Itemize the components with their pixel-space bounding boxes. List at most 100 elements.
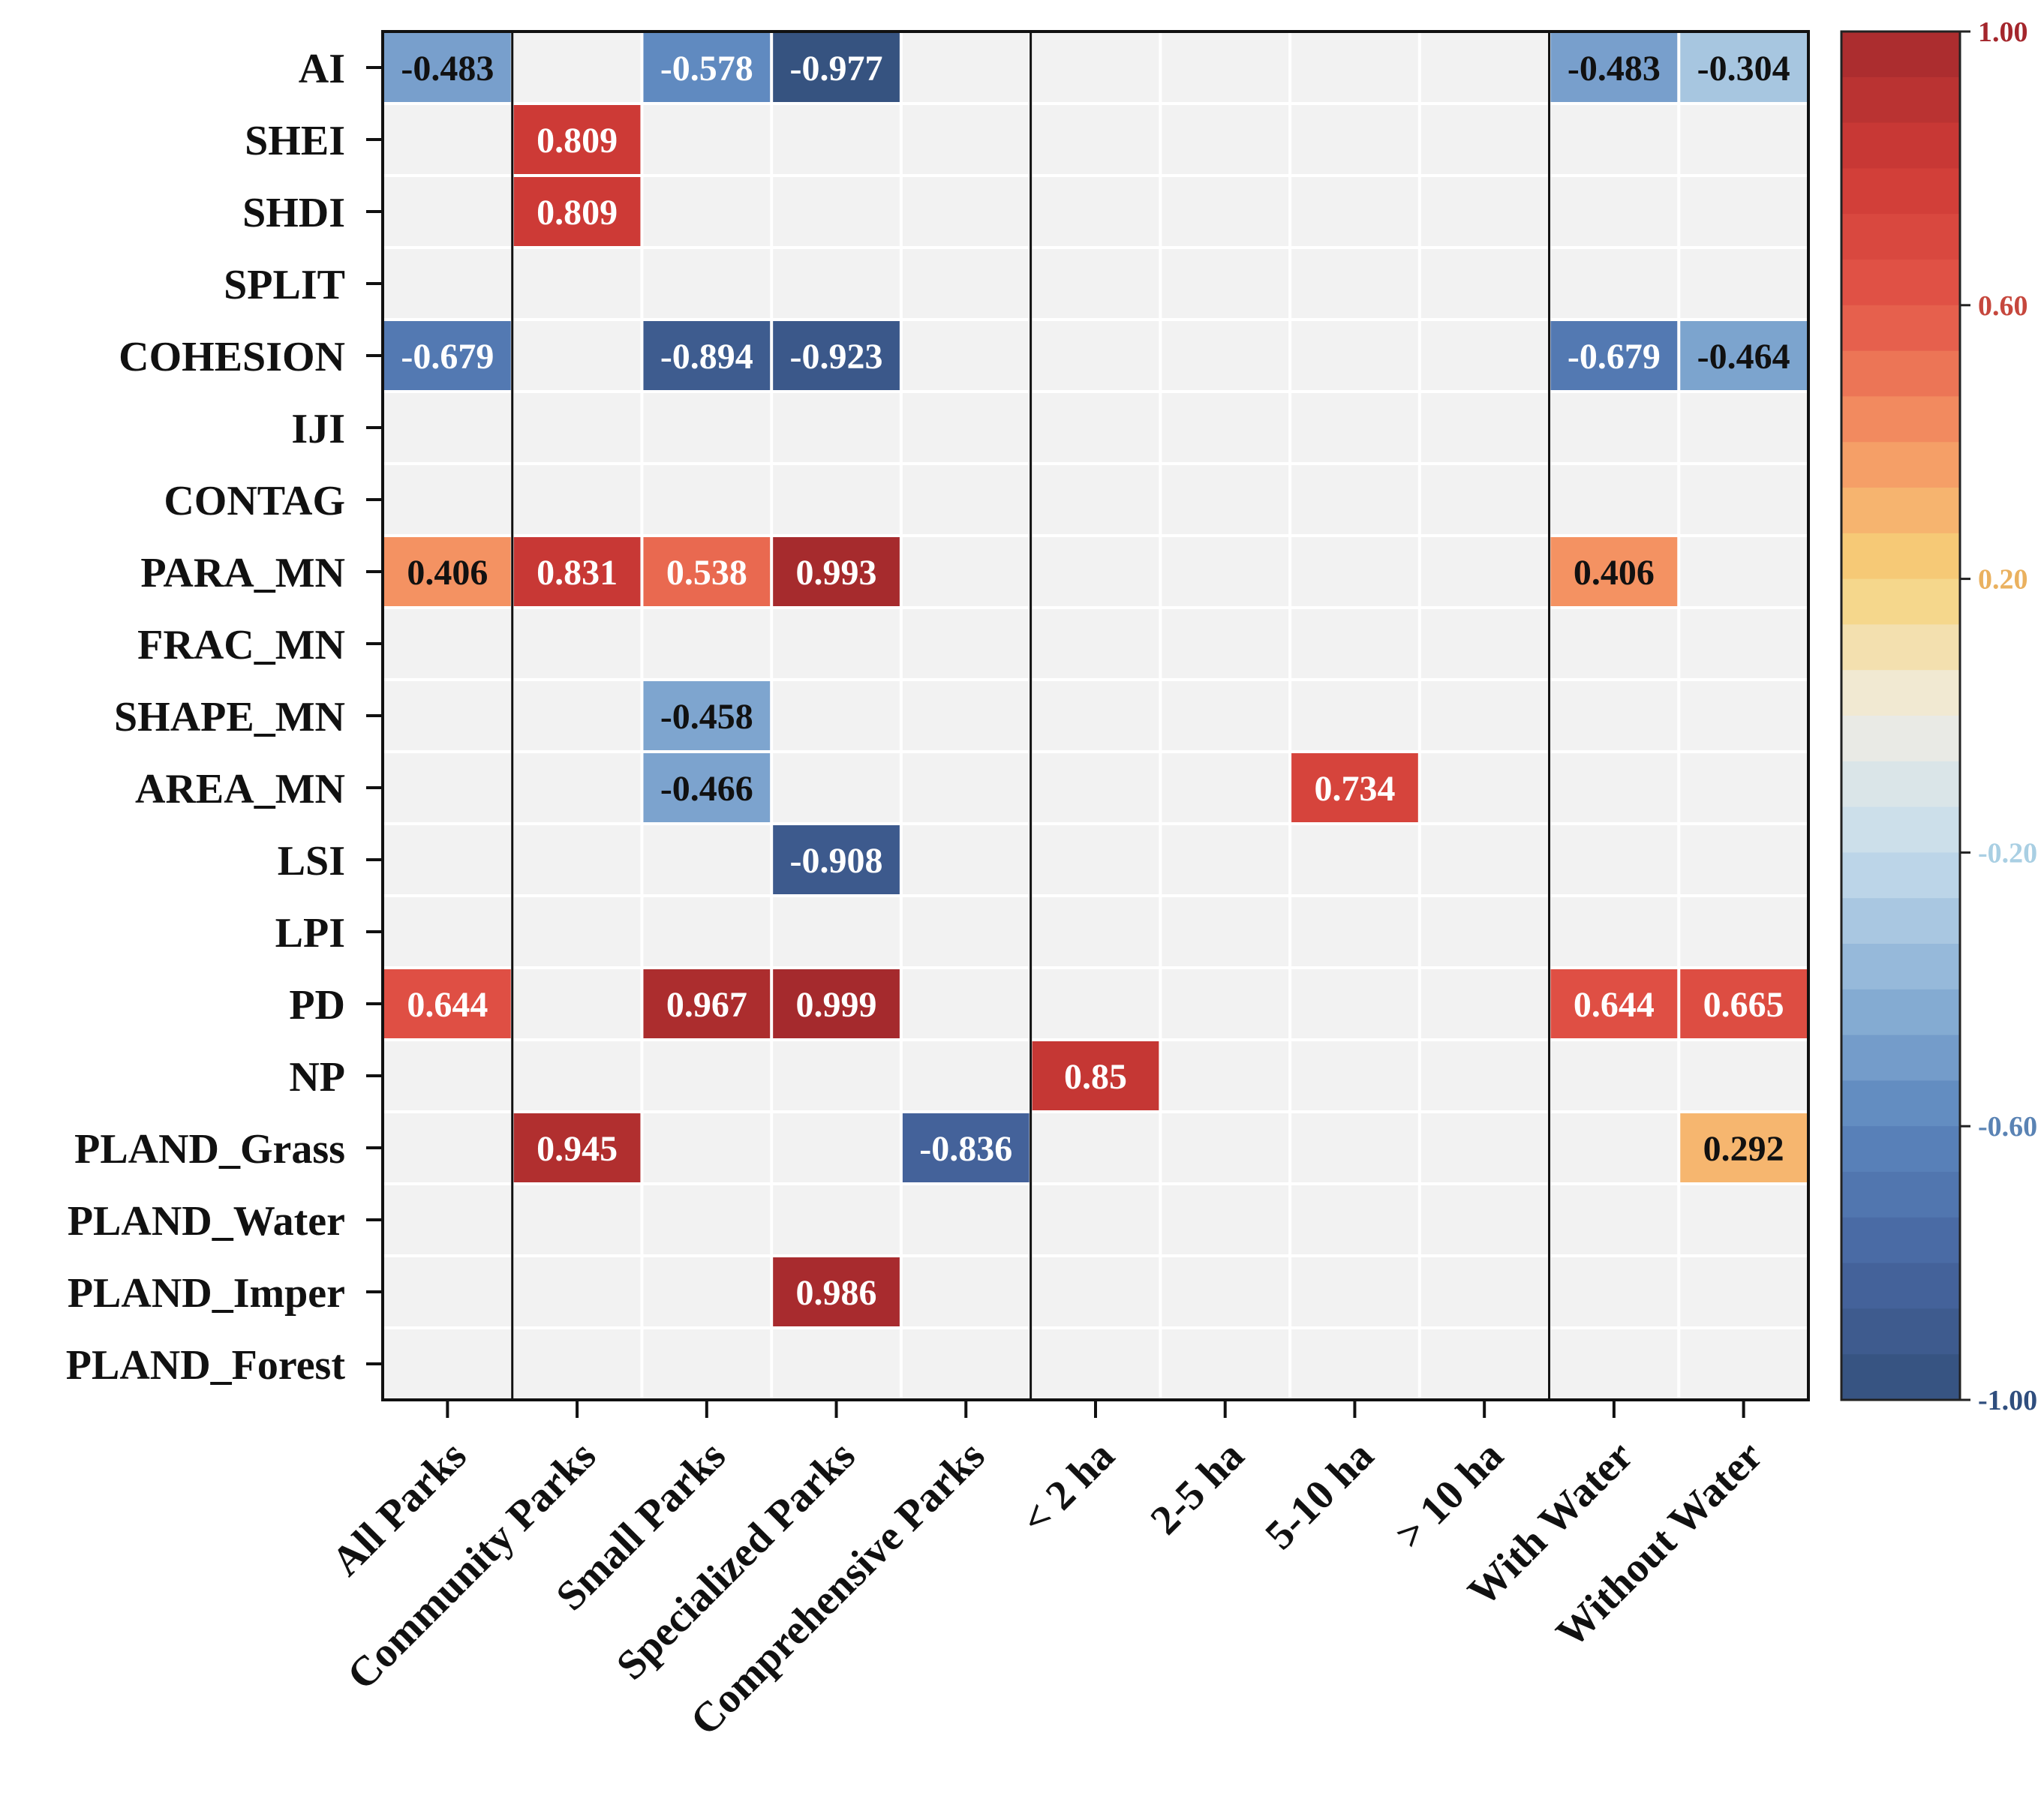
heatmap-cell	[773, 393, 900, 462]
y-tick-label: PARA_MN	[140, 550, 345, 596]
heatmap-cell	[513, 681, 641, 750]
cell-value-label: 0.831	[537, 553, 618, 593]
colorbar-band	[1841, 1354, 1960, 1401]
heatmap-cell	[1291, 1329, 1418, 1398]
colorbar-band	[1841, 168, 1960, 215]
heatmap-cell	[1550, 969, 1678, 1038]
heatmap-cell	[1550, 33, 1678, 102]
colorbar-tick-label: -0.60	[1978, 1111, 2037, 1143]
heatmap-cell	[1680, 825, 1807, 894]
heatmap-cell	[384, 321, 511, 390]
heatmap-cell	[643, 33, 771, 102]
heatmap-cell	[1291, 393, 1418, 462]
heatmap-cell	[773, 465, 900, 534]
colorbar-band	[1841, 1172, 1960, 1218]
y-axis-ticks	[366, 66, 383, 1365]
heatmap-cell	[902, 1041, 1030, 1110]
heatmap-cell	[643, 753, 771, 822]
cell-value-label: -0.483	[401, 49, 494, 89]
cell-value-label: 0.809	[537, 193, 618, 233]
colorbar	[1840, 30, 1961, 1401]
heatmap-cell	[1162, 969, 1289, 1038]
heatmap-cell	[1420, 969, 1548, 1038]
heatmap-cell	[773, 249, 900, 318]
cell-value-label: 0.967	[666, 985, 747, 1025]
heatmap-cell	[1680, 681, 1807, 750]
cell-value-label: -0.464	[1697, 337, 1790, 377]
heatmap-cell	[384, 1329, 511, 1398]
y-tick-label: SPLIT	[224, 262, 345, 308]
x-tick-label: 5-10 ha	[1256, 1432, 1382, 1558]
heatmap-cell	[1550, 105, 1678, 174]
heatmap-cell	[902, 249, 1030, 318]
colorbar-band	[1841, 1080, 1960, 1127]
cell-value-label: -0.304	[1697, 49, 1790, 89]
heatmap-cell	[1420, 1113, 1548, 1182]
heatmap-cell	[1420, 537, 1548, 606]
heatmap-cell	[1550, 825, 1678, 894]
heatmap-cell	[773, 969, 900, 1038]
colorbar-band	[1841, 806, 1960, 853]
heatmap-cell	[1032, 681, 1159, 750]
colorbar-band	[1841, 1308, 1960, 1355]
heatmap-cell	[1420, 249, 1548, 318]
heatmap-cell	[1032, 321, 1159, 390]
heatmap-cell	[1032, 1041, 1159, 1110]
heatmap-cell	[902, 609, 1030, 678]
heatmap-cell	[513, 393, 641, 462]
heatmap-cell	[1680, 969, 1807, 1038]
x-tick-label: 2-5 ha	[1142, 1432, 1253, 1543]
heatmap-cell	[384, 1113, 511, 1182]
heatmap-cell	[384, 1185, 511, 1254]
heatmap-cell	[1162, 825, 1289, 894]
heatmap-cell	[773, 1257, 900, 1326]
heatmap-cell	[1680, 1185, 1807, 1254]
cell-value-label: -0.908	[790, 841, 883, 881]
y-tick-label: CONTAG	[164, 478, 345, 524]
colorbar-band	[1841, 122, 1960, 169]
heatmap-cell	[513, 321, 641, 390]
colorbar-band	[1841, 1217, 1960, 1264]
cell-value-label: 0.986	[796, 1273, 877, 1313]
heatmap-cell	[902, 681, 1030, 750]
heatmap-cell	[902, 897, 1030, 966]
heatmap-cell	[1680, 1257, 1807, 1326]
heatmap-cell	[1162, 1257, 1289, 1326]
heatmap-cell	[1680, 177, 1807, 246]
y-tick-label: LPI	[275, 910, 345, 957]
heatmap-cell	[513, 249, 641, 318]
heatmap-cell	[1420, 1329, 1548, 1398]
heatmap-cell	[1291, 1257, 1418, 1326]
heatmap-cell	[384, 465, 511, 534]
heatmap-cell	[1162, 321, 1289, 390]
heatmap-cell	[1420, 105, 1548, 174]
cell-value-label: -0.679	[1568, 337, 1661, 377]
heatmap-cell	[773, 1329, 900, 1398]
heatmap-cell	[513, 609, 641, 678]
heatmap-cell	[1550, 177, 1678, 246]
heatmap-cell	[1680, 537, 1807, 606]
heatmap-cell	[773, 681, 900, 750]
heatmap-cell	[643, 1113, 771, 1182]
heatmap-cell	[384, 393, 511, 462]
colorbar-ticks	[1960, 30, 1970, 1401]
y-tick-label: PLAND_Water	[68, 1198, 345, 1245]
heatmap-cell	[1680, 465, 1807, 534]
heatmap-cell	[1291, 537, 1418, 606]
heatmap-cell	[1420, 897, 1548, 966]
cell-value-label: -0.679	[401, 337, 494, 377]
heatmap-cell	[1291, 681, 1418, 750]
heatmap-cell	[1032, 33, 1159, 102]
heatmap-cell	[643, 465, 771, 534]
colorbar-band	[1841, 989, 1960, 1036]
heatmap-cell	[902, 321, 1030, 390]
heatmap-cell	[1291, 969, 1418, 1038]
cell-value-label: 0.644	[1574, 985, 1655, 1025]
heatmap-cell	[902, 465, 1030, 534]
heatmap-cell	[1680, 321, 1807, 390]
x-tick-label: < 2 ha	[1012, 1432, 1123, 1543]
heatmap-cell	[902, 969, 1030, 1038]
heatmap-cell	[384, 681, 511, 750]
heatmap-cell	[643, 1257, 771, 1326]
